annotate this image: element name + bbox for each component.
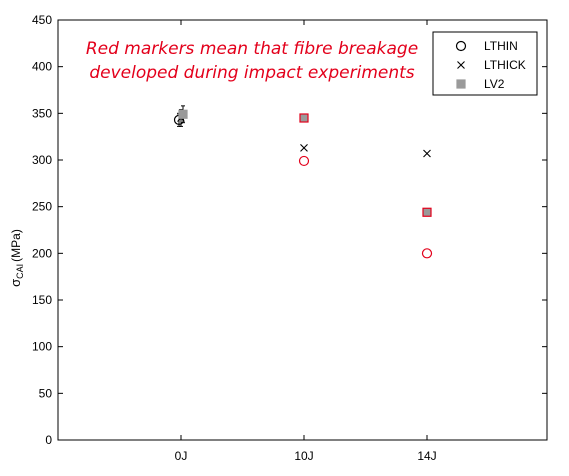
legend-label: LTHIN [484, 39, 518, 53]
x-tick-label: 14J [417, 449, 436, 463]
legend-label: LTHICK [484, 58, 526, 72]
y-axis-label: σCAI (MPa) [8, 229, 25, 287]
y-tick-label: 300 [32, 153, 52, 167]
y-tick-label: 400 [32, 60, 52, 74]
ylabel-subscript: CAI [15, 264, 25, 279]
annotation: Red markers mean that fibre breakage deve… [86, 39, 418, 83]
y-tick-label: 250 [32, 200, 52, 214]
series-lthin [173, 112, 433, 259]
y-tick-label: 350 [32, 106, 52, 120]
legend-item: LV2 [456, 77, 505, 91]
legend-box [432, 31, 538, 96]
legend: LTHIN LTHICK LV2 [432, 31, 538, 96]
y-tick-label: 50 [39, 386, 53, 400]
annotation-line: developed during impact experiments [89, 63, 414, 83]
data-point [455, 40, 467, 52]
x-tick-label: 0J [175, 449, 188, 463]
data-point [421, 248, 433, 259]
ylabel-symbol: σ [8, 279, 23, 287]
annotation-line: Red markers mean that fibre breakage [86, 39, 418, 59]
y-tick-label: 200 [32, 246, 52, 260]
series-lv2 [178, 105, 432, 217]
data-point-stroke [457, 61, 465, 69]
x-axis: 0J 10J 14J [175, 20, 437, 463]
x-tick-label: 10J [294, 449, 313, 463]
y-tick-label: 450 [32, 13, 52, 27]
data-point [423, 149, 431, 158]
plot-frame [57, 19, 548, 441]
data-marks [173, 105, 433, 259]
data-point [298, 155, 310, 167]
data-point [422, 207, 432, 217]
y-tick-label: 0 [45, 433, 52, 447]
data-point [299, 113, 309, 123]
legend-item: LTHIN [455, 39, 518, 53]
y-tick-label: 100 [32, 340, 52, 354]
plot-border [57, 19, 548, 441]
data-point [457, 61, 465, 69]
y-axis: 0 50 100 150 200 250 300 350 400 450 [32, 13, 547, 447]
data-point [178, 109, 188, 119]
y-tick-label: 150 [32, 293, 52, 307]
legend-item: LTHICK [457, 58, 526, 72]
ylabel-unit: (MPa) [9, 229, 23, 262]
data-point [300, 143, 308, 152]
data-point-stroke [300, 143, 308, 152]
data-point [456, 79, 466, 89]
data-point-stroke [423, 149, 431, 158]
legend-label: LV2 [484, 77, 505, 91]
